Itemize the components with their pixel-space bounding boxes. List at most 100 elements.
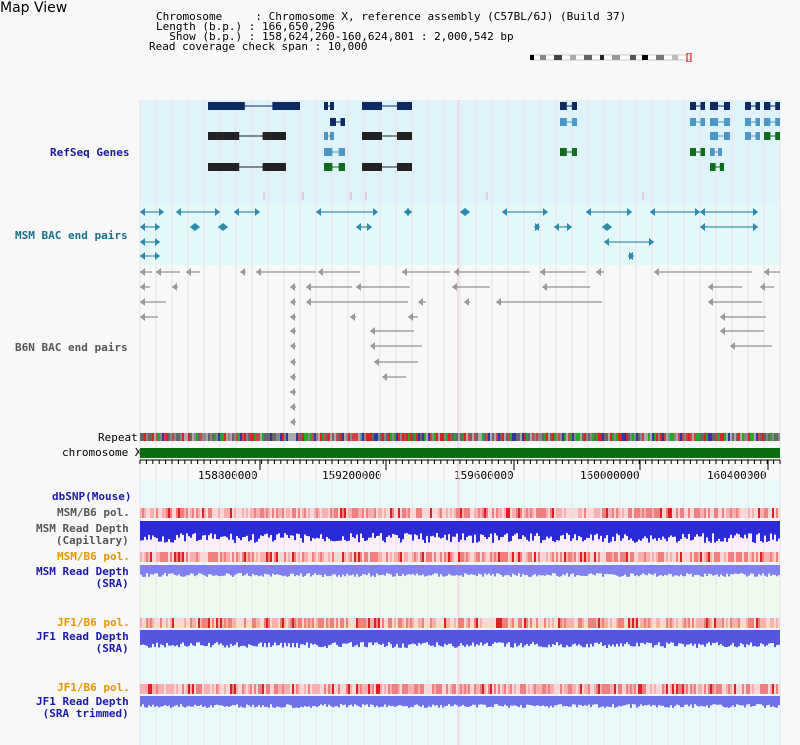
msm-b6-pol-1-bin bbox=[504, 508, 506, 518]
repeat-segment bbox=[768, 433, 770, 441]
jf1-depth-sra-bin bbox=[700, 630, 702, 645]
jf1-b6-pol-2-bin bbox=[560, 684, 562, 694]
msm-depth-sra-bin bbox=[184, 565, 186, 577]
jf1-depth-trim-bin bbox=[184, 696, 186, 708]
jf1-b6-pol-2-bin bbox=[470, 684, 472, 694]
jf1-depth-trim-bin bbox=[144, 696, 146, 708]
jf1-depth-trim-bin bbox=[592, 696, 594, 705]
msm-depth-sra-bin bbox=[620, 565, 622, 577]
jf1-b6-pol-1-bin bbox=[464, 618, 466, 628]
jf1-depth-sra-bin bbox=[530, 630, 532, 644]
msm-b6-pol-1-bin bbox=[638, 508, 640, 518]
msm-depth-sra-bin bbox=[744, 565, 746, 575]
repeat-segment bbox=[602, 433, 604, 441]
msm-depth-capillary-bin bbox=[268, 521, 270, 538]
repeat-segment bbox=[314, 433, 316, 441]
jf1-depth-trim-bin bbox=[158, 696, 160, 708]
msm-depth-sra-bin bbox=[382, 565, 384, 575]
msm-b6-pol-2-bin bbox=[490, 552, 492, 562]
msm-depth-sra-bin bbox=[192, 565, 194, 574]
msm-depth-capillary-bin bbox=[348, 521, 350, 541]
label-msm-bac[interactable]: MSM BAC end pairs bbox=[15, 229, 128, 242]
label-jf1-b6-pol-2[interactable]: JF1/B6 pol. bbox=[57, 681, 130, 694]
jf1-depth-trim-bin bbox=[404, 696, 406, 707]
msm-depth-capillary-bin bbox=[358, 521, 360, 543]
jf1-b6-pol-1-bin bbox=[390, 618, 392, 628]
jf1-depth-trim-bin bbox=[634, 696, 636, 705]
msm-b6-pol-1-bin bbox=[540, 508, 542, 518]
jf1-depth-sra-bin bbox=[352, 630, 354, 647]
jf1-b6-pol-2-bin bbox=[254, 684, 256, 694]
jf1-b6-pol-2-bin bbox=[306, 684, 308, 694]
jf1-b6-pol-2-bin bbox=[512, 684, 514, 694]
jf1-b6-pol-2-bin bbox=[232, 684, 234, 694]
jf1-depth-trim-bin bbox=[204, 696, 206, 707]
label-refseq-genes[interactable]: RefSeq Genes bbox=[50, 146, 130, 159]
jf1-depth-trim-bin bbox=[282, 696, 284, 708]
label-msm-depth-capillary[interactable]: MSM Read Depth (Capillary) bbox=[36, 522, 129, 547]
jf1-depth-sra-bin bbox=[202, 630, 204, 646]
msm-depth-sra-bin bbox=[748, 565, 750, 576]
jf1-depth-sra-bin bbox=[522, 630, 524, 648]
msm-depth-sra-bin bbox=[496, 565, 498, 574]
repeat-segment bbox=[616, 433, 618, 441]
msm-depth-capillary-bin bbox=[774, 521, 776, 535]
label-b6n-bac[interactable]: B6N BAC end pairs bbox=[15, 341, 128, 354]
jf1-depth-sra-bin bbox=[550, 630, 552, 647]
jf1-b6-pol-2-bin bbox=[188, 684, 190, 694]
jf1-b6-pol-1-bin bbox=[368, 618, 370, 628]
jf1-depth-sra-bin bbox=[760, 630, 762, 644]
msm-depth-capillary-bin bbox=[282, 521, 284, 538]
jf1-depth-trim-bin bbox=[606, 696, 608, 707]
jf1-b6-pol-1-bin bbox=[574, 618, 576, 628]
refseq-gene-exon bbox=[724, 132, 730, 140]
msm-b6-pol-1-bin bbox=[234, 508, 236, 518]
jf1-b6-pol-2-bin bbox=[736, 684, 738, 694]
msm-b6-pol-1-bin bbox=[404, 508, 406, 518]
jf1-b6-pol-2-bin bbox=[296, 684, 298, 694]
label-jf1-depth-trim[interactable]: JF1 Read Depth (SRA trimmed) bbox=[36, 695, 129, 720]
jf1-b6-pol-1-bin bbox=[166, 618, 168, 628]
msm-b6-pol-1-bin bbox=[438, 508, 440, 518]
jf1-depth-sra-bin bbox=[230, 630, 232, 644]
label-msm-b6-pol-2[interactable]: MSM/B6 pol. bbox=[57, 550, 130, 563]
jf1-b6-pol-2-bin bbox=[440, 684, 442, 694]
label-msm-b6-pol-1[interactable]: MSM/B6 pol. bbox=[57, 506, 130, 519]
jf1-b6-pol-2-bin bbox=[140, 684, 142, 694]
msm-depth-capillary-bin bbox=[548, 521, 550, 539]
msm-bac-end bbox=[195, 223, 200, 231]
msm-depth-capillary-bin bbox=[740, 521, 742, 538]
msm-b6-pol-1-bin bbox=[666, 508, 668, 518]
jf1-b6-pol-1-bin bbox=[506, 618, 508, 628]
msm-b6-pol-2-bin bbox=[496, 552, 498, 562]
jf1-depth-trim-bin bbox=[544, 696, 546, 707]
jf1-depth-sra-bin bbox=[376, 630, 378, 643]
repeat-segment bbox=[250, 433, 252, 441]
repeat-segment bbox=[144, 433, 146, 441]
jf1-b6-pol-2-bin bbox=[602, 684, 604, 694]
label-dbsnp[interactable]: dbSNP(Mouse) bbox=[52, 490, 132, 503]
jf1-b6-pol-2-bin bbox=[384, 684, 386, 694]
msm-depth-sra-bin bbox=[752, 565, 754, 574]
jf1-depth-sra-bin bbox=[574, 630, 576, 644]
label-msm-depth-sra[interactable]: MSM Read Depth (SRA) bbox=[36, 565, 129, 590]
msm-b6-pol-2-bin bbox=[772, 552, 774, 562]
msm-depth-sra-bin bbox=[296, 565, 298, 576]
jf1-depth-trim-bin bbox=[686, 696, 688, 705]
msm-bac-end bbox=[604, 238, 609, 246]
jf1-depth-trim-bin bbox=[742, 696, 744, 706]
jf1-b6-pol-1-bin bbox=[736, 618, 738, 628]
label-repeat[interactable]: Repeat bbox=[98, 431, 138, 444]
jf1-depth-trim-bin bbox=[250, 696, 252, 707]
jf1-depth-sra-bin bbox=[412, 630, 414, 644]
jf1-depth-sra-bin bbox=[142, 630, 144, 645]
jf1-depth-trim-bin bbox=[576, 696, 578, 708]
msm-b6-pol-1-bin bbox=[460, 508, 462, 518]
label-jf1-b6-pol-1[interactable]: JF1/B6 pol. bbox=[57, 616, 130, 629]
jf1-depth-sra-bin bbox=[718, 630, 720, 646]
label-jf1-depth-sra[interactable]: JF1 Read Depth (SRA) bbox=[36, 630, 129, 655]
chromosome-ideogram[interactable] bbox=[530, 53, 694, 62]
msm-depth-sra-bin bbox=[556, 565, 558, 576]
msm-depth-sra-bin bbox=[600, 565, 602, 574]
